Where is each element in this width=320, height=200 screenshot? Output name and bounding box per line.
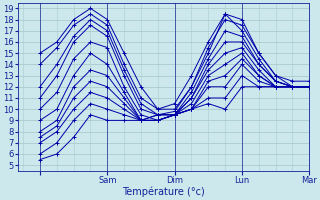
X-axis label: Température (°c): Température (°c): [122, 187, 205, 197]
